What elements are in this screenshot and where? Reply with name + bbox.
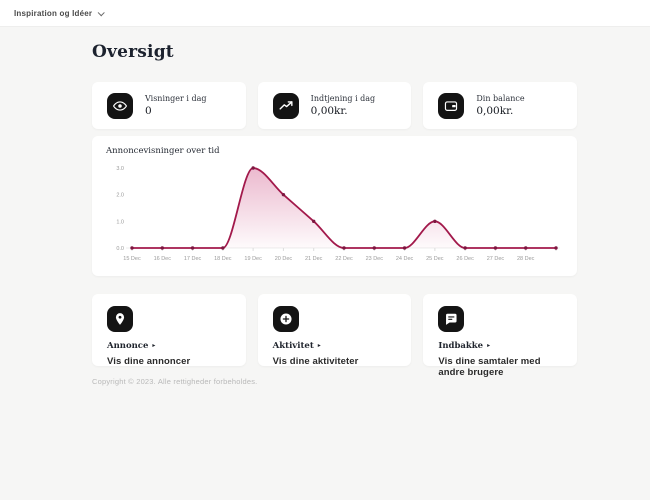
svg-text:27 Dec: 27 Dec <box>487 256 505 262</box>
chart-title: Annoncevisninger over tid <box>106 146 220 156</box>
chevron-right-icon: ▸ <box>317 343 321 349</box>
svg-text:17 Dec: 17 Dec <box>184 256 202 262</box>
svg-text:21 Dec: 21 Dec <box>305 256 323 262</box>
actions-row: Annonce ▸ Vis dine annoncer Aktivitet ▸ … <box>92 294 578 378</box>
main-content: Oversigt Visninger i dag 0 I <box>92 42 578 386</box>
data-point <box>463 246 467 250</box>
action-card-activity[interactable]: Aktivitet ▸ Vis dine aktiviteter <box>257 294 412 367</box>
data-point <box>221 246 225 250</box>
stat-value: 0,00kr. <box>310 105 348 117</box>
ad-views-chart-card: Annoncevisninger over tid 3.0 2.0 1.0 0.0 15… <box>92 136 577 276</box>
topbar: Inspiration og Idéer <box>0 0 650 26</box>
wallet-icon <box>438 92 465 119</box>
data-point <box>190 246 195 250</box>
svg-text:16 Dec: 16 Dec <box>154 256 172 262</box>
action-subtitle: Vis dine aktiviteter <box>272 356 359 367</box>
data-point <box>251 166 255 170</box>
action-subtitle: Vis dine annoncer <box>107 356 191 367</box>
svg-text:19 Dec: 19 Dec <box>244 256 262 262</box>
data-point <box>312 219 316 224</box>
action-card-inbox[interactable]: Indbakke ▸ Vis dine samtaler med andre b… <box>423 294 578 378</box>
chat-icon <box>438 306 465 332</box>
stat-value: 0,00kr. <box>476 105 514 117</box>
svg-text:18 Dec: 18 Dec <box>214 256 232 262</box>
chevron-down-icon <box>97 8 105 16</box>
svg-text:28 Dec: 28 Dec <box>517 256 535 262</box>
ad-views-chart-svg: 3.0 2.0 1.0 0.0 15 Dec 16 Dec 17 Dec 18 Dec 19 D… <box>116 166 560 262</box>
plus-circle-icon <box>272 306 299 332</box>
data-point <box>372 246 376 250</box>
chevron-right-icon: ▸ <box>487 343 491 349</box>
trending-up-icon <box>272 92 299 119</box>
svg-text:0.0: 0.0 <box>116 246 124 252</box>
map-pin-icon <box>107 306 133 332</box>
data-point <box>554 246 558 250</box>
stat-value: 0 <box>145 105 152 117</box>
data-point <box>402 246 407 250</box>
svg-text:26 Dec: 26 Dec <box>456 256 474 262</box>
svg-text:15 Dec: 15 Dec <box>123 256 141 262</box>
data-point <box>493 246 498 250</box>
stat-label: Indtjening i dag <box>310 94 376 103</box>
svg-text:2.0: 2.0 <box>116 193 124 199</box>
topbar-menu-label: Inspiration og Idéer <box>14 8 93 18</box>
action-title: Aktivitet <box>272 341 314 351</box>
stat-card-earnings-today: Indtjening i dag 0,00kr. <box>257 82 412 129</box>
data-point <box>130 246 134 250</box>
data-point <box>160 246 164 250</box>
action-card-ads[interactable]: Annonce ▸ Vis dine annoncer <box>92 294 246 367</box>
page-title: Oversigt <box>92 42 174 62</box>
chevron-right-icon: ▸ <box>152 343 156 349</box>
topbar-menu-dropdown[interactable]: Inspiration og Idéer <box>14 8 105 18</box>
stats-row: Visninger i dag 0 Indtjening i dag 0,00k… <box>92 82 578 129</box>
svg-text:22 Dec: 22 Dec <box>335 256 353 262</box>
svg-text:23 Dec: 23 Dec <box>366 256 384 262</box>
stat-label: Din balance <box>476 94 525 103</box>
eye-icon <box>107 92 133 119</box>
svg-text:1.0: 1.0 <box>116 219 124 225</box>
data-point <box>433 219 437 224</box>
action-title: Annonce <box>107 341 149 351</box>
svg-text:3.0: 3.0 <box>116 166 124 172</box>
data-point <box>342 246 346 250</box>
action-title: Indbakke <box>438 341 484 351</box>
stat-card-balance: Din balance 0,00kr. <box>423 82 578 129</box>
svg-text:25 Dec: 25 Dec <box>426 256 444 262</box>
data-point <box>524 246 528 250</box>
stat-card-views-today: Visninger i dag 0 <box>92 82 246 129</box>
action-subtitle: Vis dine samtaler med andre brugere <box>438 356 541 378</box>
stat-label: Visninger i dag <box>145 94 207 103</box>
data-point <box>281 192 286 197</box>
svg-text:24 Dec: 24 Dec <box>396 256 414 262</box>
svg-text:20 Dec: 20 Dec <box>275 256 293 262</box>
copyright-text: Copyright © 2023. Alle rettigheder forbe… <box>92 377 258 386</box>
